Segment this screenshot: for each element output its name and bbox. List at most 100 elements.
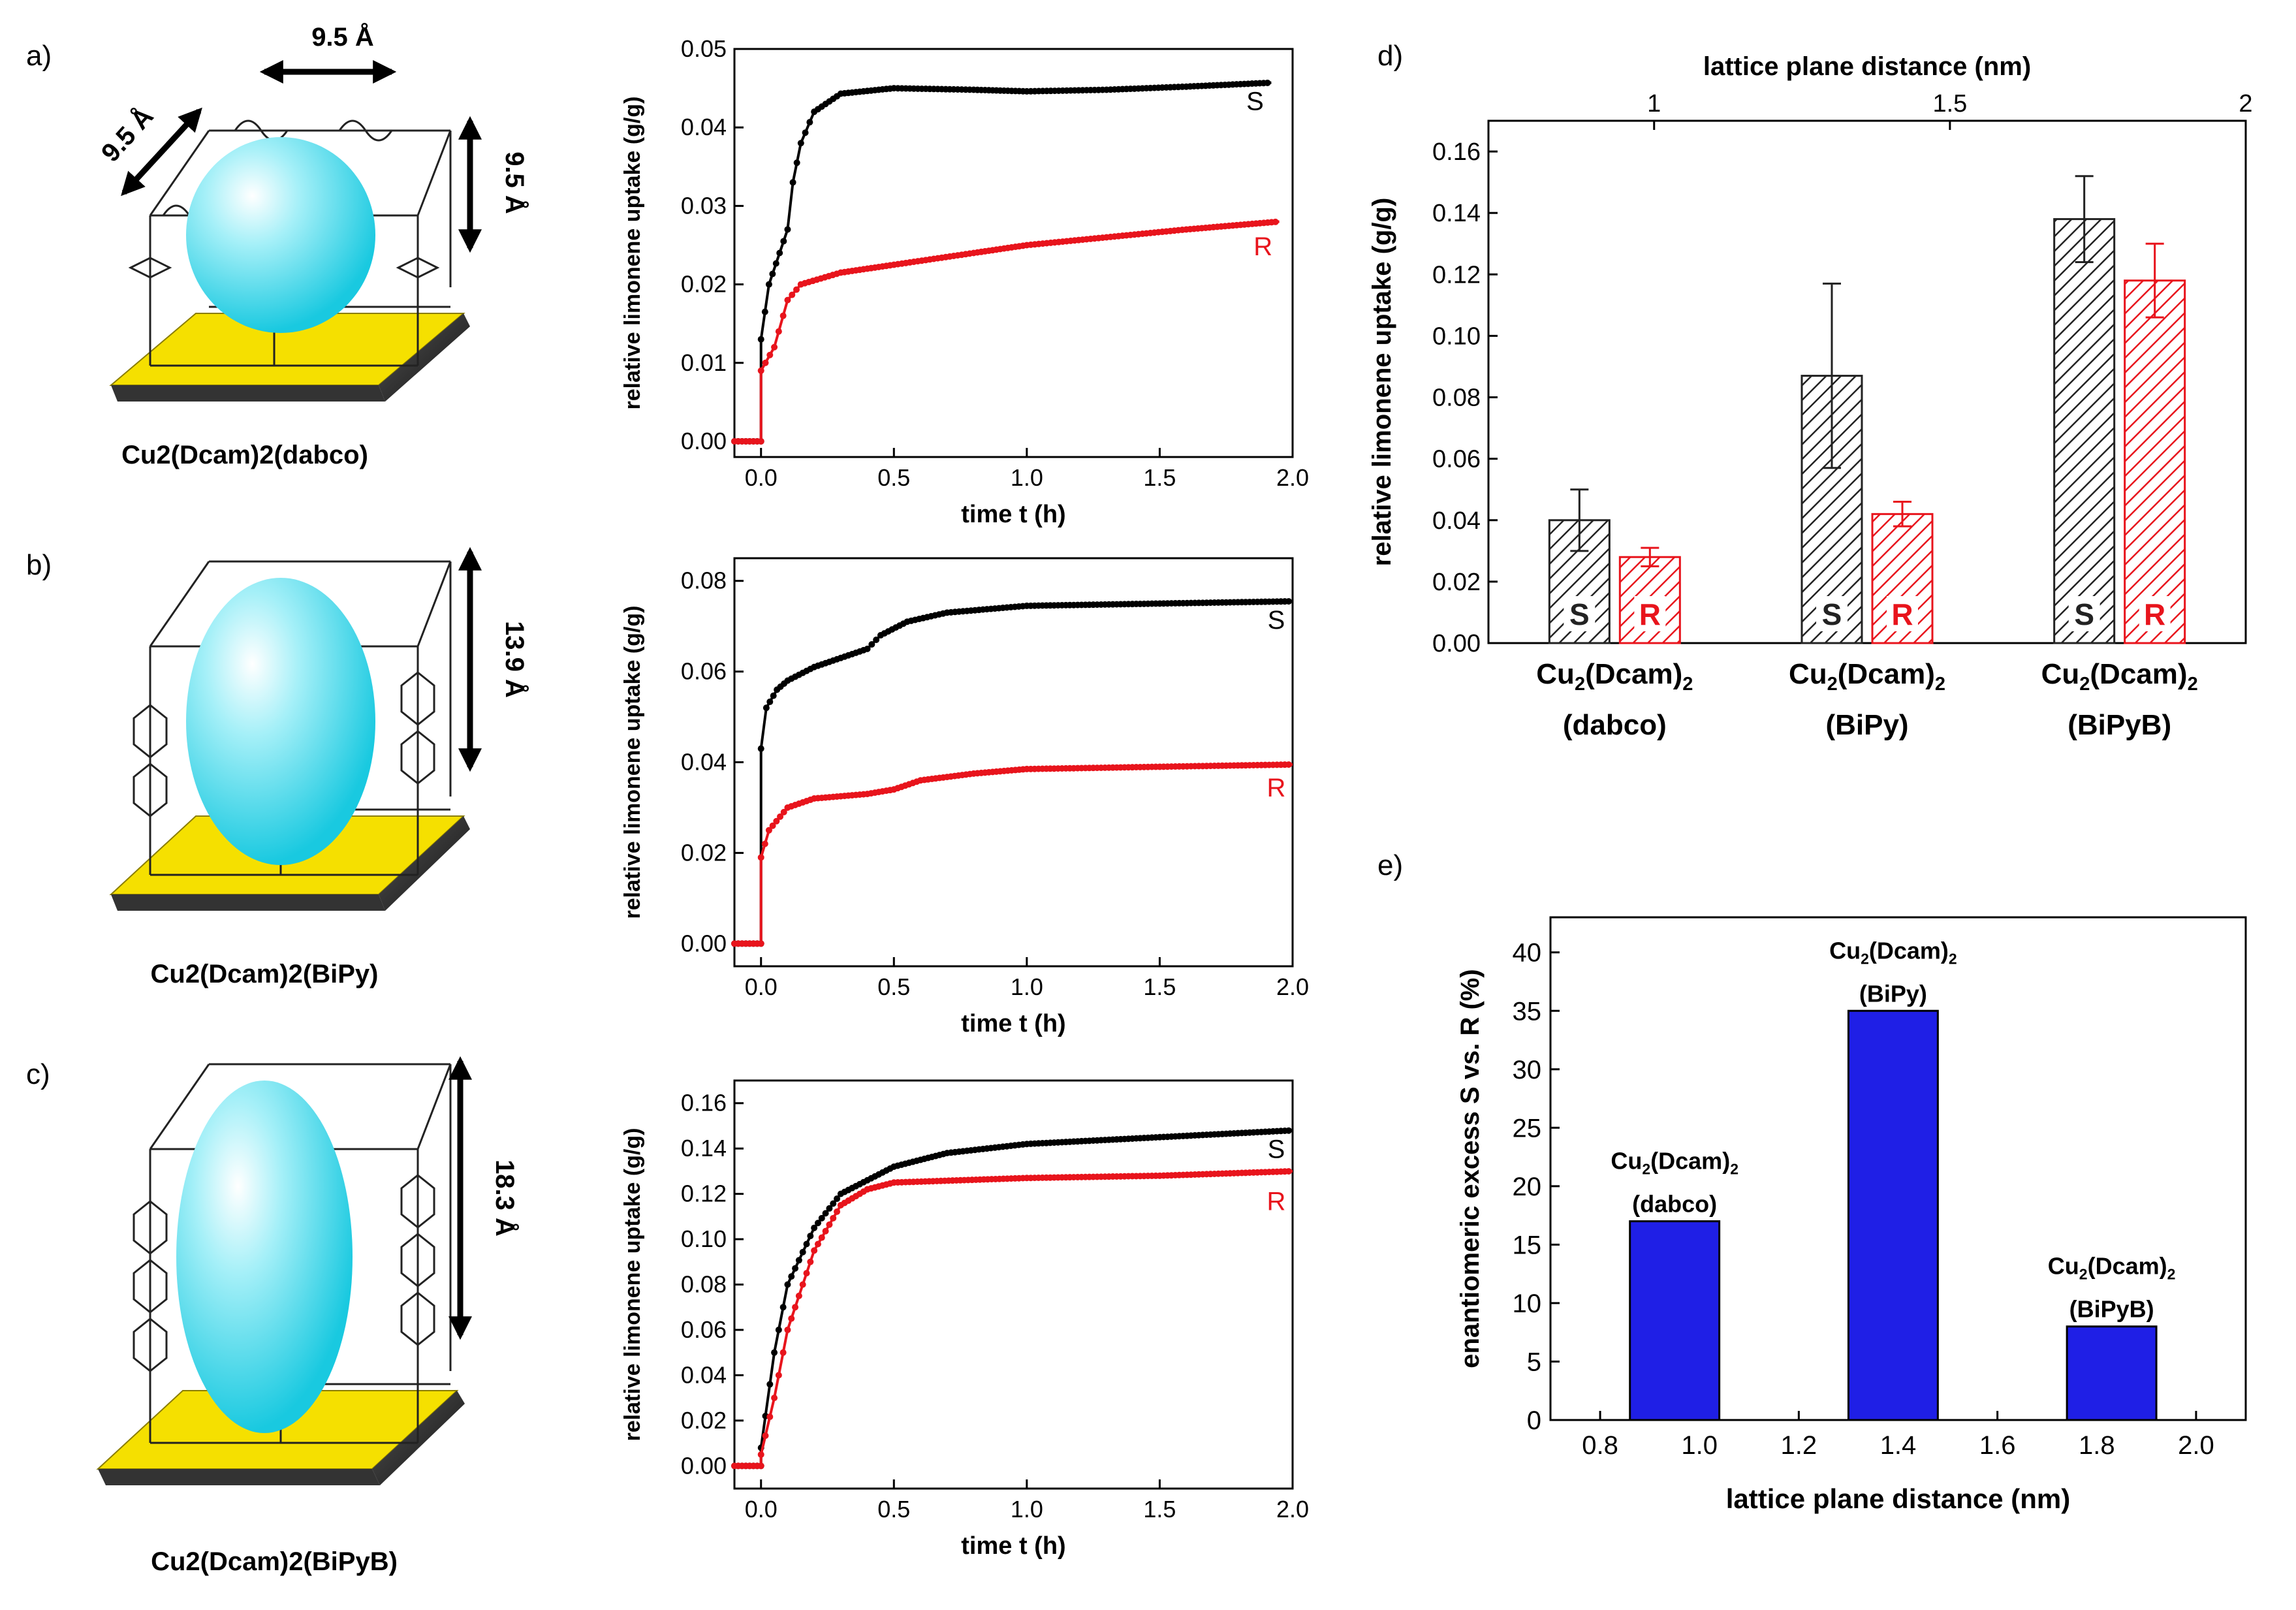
y-tick-label: 0.12 (681, 1180, 727, 1207)
x-tick-label: 1.2 (1781, 1431, 1817, 1460)
data-point-S (757, 745, 764, 752)
y-tick-label: 0.06 (681, 658, 727, 685)
data-point-R (792, 1304, 799, 1311)
x-tick-label: 1.5 (1143, 464, 1176, 491)
data-point-R (834, 1208, 841, 1215)
plot-frame (1487, 119, 2247, 644)
data-point-R (826, 1221, 833, 1228)
data-point-R (769, 822, 776, 829)
substrate-front (111, 385, 385, 402)
bar-inner-label-R: R (1639, 597, 1661, 631)
series-label-S: S (1246, 87, 1264, 116)
data-point-S (784, 226, 791, 233)
dimension-label-vertical: 9.5 Å (500, 151, 529, 214)
data-point-R (803, 1270, 810, 1277)
y-tick-label: 10 (1513, 1289, 1542, 1318)
uptake-time-chart-c: 0.0 0.5 1.0 1.5 2.0 0.00 0.02 0.04 0.06 0.08 0.10 0… (620, 1079, 1309, 1560)
panel-letter-c: c) (26, 1058, 50, 1090)
bar-R (2124, 279, 2186, 644)
data-point-S (818, 1214, 825, 1222)
y-tick-label: 0.00 (1432, 630, 1481, 657)
data-point-R (779, 1349, 787, 1356)
x-tick-label: 0.5 (877, 973, 910, 1000)
y-tick-label: 0.04 (681, 114, 727, 140)
y-axis-title: relative limonene uptake (g/g) (620, 1128, 645, 1442)
data-point-R (773, 817, 780, 825)
bar-label-bg-S (1816, 596, 1848, 631)
uptake-bar-chart-d: 0.00 0.02 0.04 0.06 0.08 0.10 0.12 0.14 0.16 1 1.5… (1368, 52, 2253, 741)
category-label-line1: Cu2​(Dcam)2​ (2041, 658, 2198, 695)
y-tick-label: 0.02 (681, 271, 727, 298)
data-point-R (784, 1326, 791, 1333)
bar-inner-label-S: S (2074, 597, 2094, 631)
data-point-R (779, 312, 787, 319)
x-axis-title: time t (h) (961, 1010, 1065, 1037)
ee-bar-label-line2: (dabco) (1632, 1191, 1717, 1218)
y-tick-label: 0.05 (681, 35, 727, 62)
ee-bar-label-line2: (BiPy) (1859, 980, 1927, 1007)
data-point-S (761, 308, 768, 315)
y-tick-label: 5 (1527, 1348, 1541, 1376)
bar-label-bg-R (2139, 596, 2171, 631)
data-point-R (766, 1413, 774, 1421)
panel-letter-e: e) (1377, 849, 1403, 881)
y-tick-label: 0.16 (681, 1090, 727, 1116)
data-point-S (1285, 598, 1293, 605)
series-line-R (734, 763, 1293, 945)
bar-inner-label-R: R (2144, 597, 2165, 631)
data-point-S (803, 1240, 810, 1248)
data-point-S (864, 645, 871, 652)
data-point-S (793, 159, 800, 166)
dimension-label-vertical: 18.3 Å (490, 1160, 520, 1237)
structure-label-b: Cu2(Dcam)2(BiPy) (151, 960, 379, 988)
structure-illustration-a: 9.5 Å 9.5 Å 9.5 Å Cu2(Dcam)2(dabco) (95, 22, 529, 469)
data-point-R (765, 827, 772, 834)
data-point-S (1264, 79, 1271, 86)
panel-letter-d: d) (1377, 40, 1403, 72)
x-tick-label: 1.6 (1979, 1431, 2016, 1460)
y-tick-label: 0.08 (1432, 385, 1481, 412)
y-tick-label: 0.16 (1432, 138, 1481, 166)
data-point-S (811, 1224, 818, 1231)
substrate-side (379, 816, 470, 911)
data-point-S (789, 179, 796, 186)
data-point-S (765, 281, 772, 288)
x-tick-label: 1.5 (1143, 1496, 1176, 1523)
enantiomeric-excess-chart-e: 0.8 1.0 1.2 1.4 1.6 1.8 2.0 0 5 10 15 20 25 30 35 40 lat… (1456, 916, 2247, 1514)
data-point-R (757, 1462, 764, 1470)
data-point-R (789, 291, 796, 298)
data-point-R (799, 1281, 806, 1288)
uptake-time-chart-a: 0.0 0.5 1.0 1.5 2.0 0.00 0.01 0.02 0.03 0.04 0.05 r… (620, 35, 1309, 528)
x-tick-label: 1.5 (1143, 973, 1176, 1000)
substrate-front (98, 1469, 380, 1485)
x-tick-label: 1.8 (2079, 1431, 2115, 1460)
bar-S (2053, 218, 2116, 644)
data-point-R (757, 854, 764, 861)
dimension-label-vertical: 13.9 Å (500, 621, 529, 698)
structure-illustration-c: 18.3 Å Cu2(Dcam)2(BiPyB) (96, 1056, 520, 1576)
top-x-tick-label: 2 (2239, 90, 2252, 118)
pore-sphere (186, 137, 375, 333)
data-point-S (795, 1257, 802, 1264)
data-point-S (784, 1281, 791, 1288)
data-point-S (780, 238, 787, 245)
y-tick-label: 0 (1527, 1406, 1541, 1435)
x-axis-title: time t (h) (961, 501, 1065, 528)
data-point-R (757, 367, 764, 374)
x-tick-label: 1.4 (1880, 1431, 1917, 1460)
data-point-R (762, 359, 769, 366)
y-tick-label: 0.01 (681, 349, 727, 376)
bar-inner-label-R: R (1891, 597, 1913, 631)
y-tick-label: 0.03 (681, 192, 727, 219)
data-point-R (793, 286, 800, 293)
data-point-S (814, 1220, 821, 1227)
data-point-S (763, 704, 770, 712)
data-point-R (762, 1432, 769, 1439)
y-tick-label: 0.10 (1432, 323, 1481, 350)
data-point-S (757, 336, 764, 343)
data-point-S (776, 249, 783, 257)
data-point-S (772, 260, 779, 267)
series-label-R: R (1267, 1187, 1286, 1216)
x-axis-title: lattice plane distance (nm) (1726, 1483, 2070, 1514)
top-x-tick-label: 1 (1647, 90, 1661, 118)
